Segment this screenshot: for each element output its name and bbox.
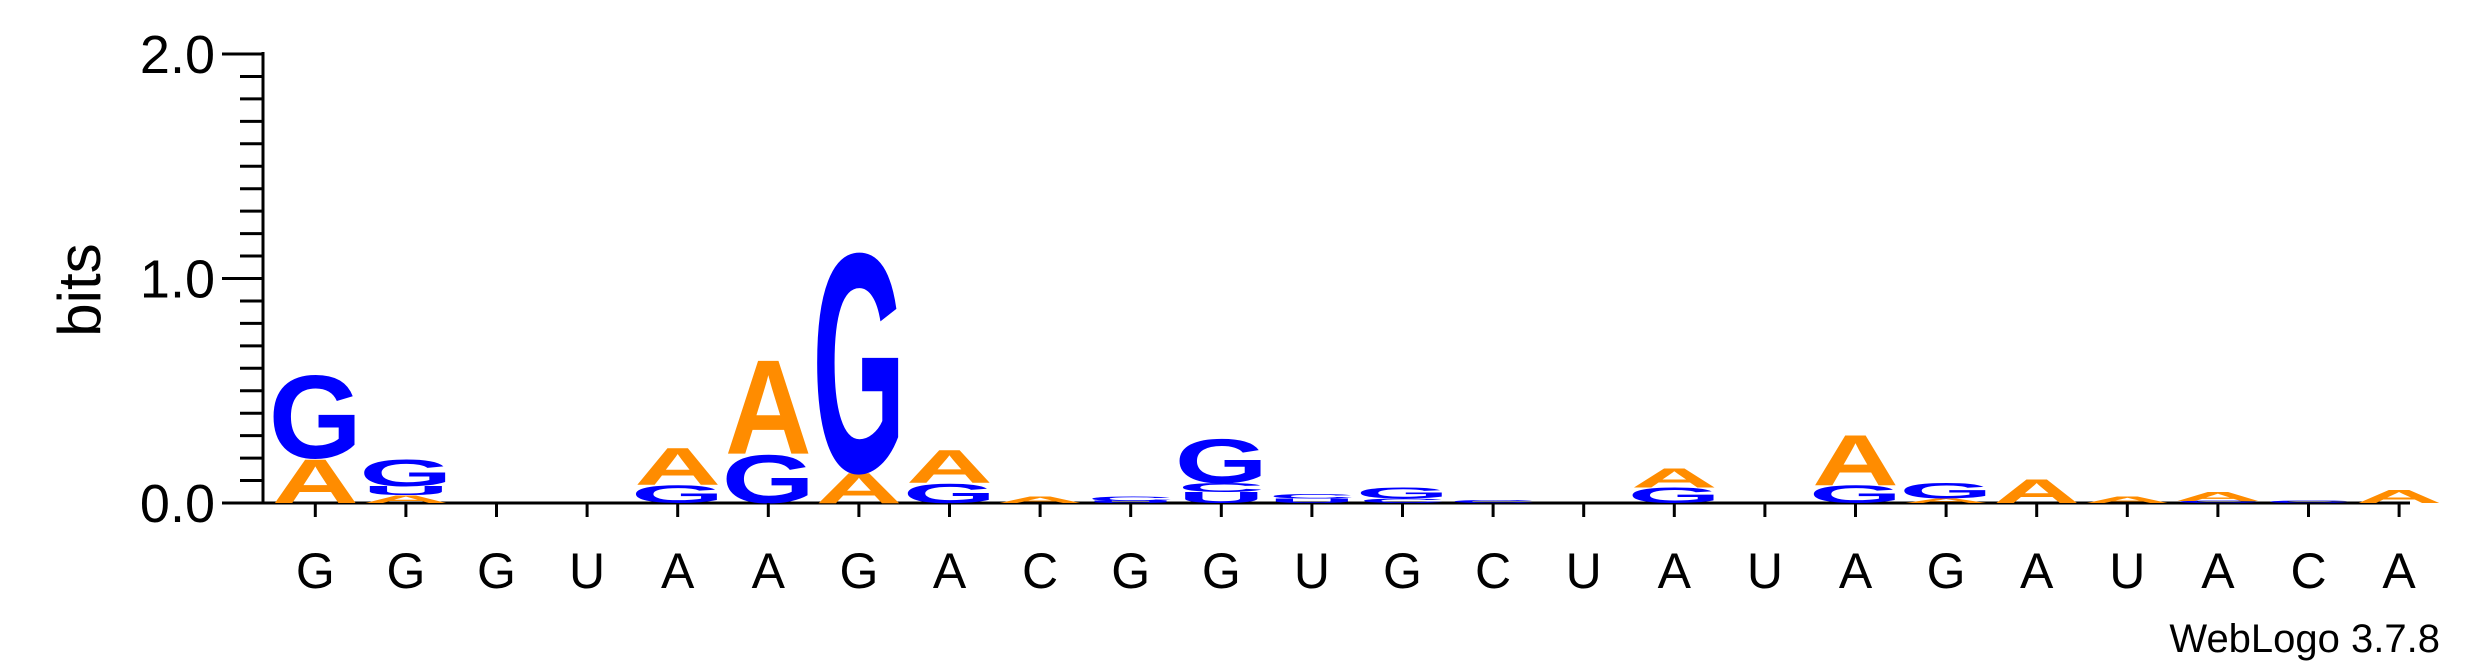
logo-glyph-u: U [363, 484, 450, 498]
logo-glyph-u: U [1087, 500, 1174, 504]
logo-glyph-c: C [1269, 493, 1356, 500]
logo-glyph-a: A [906, 441, 993, 493]
y-axis-ticks: 2.0 1.0 0.0 [140, 25, 263, 534]
position-label: A [2201, 543, 2235, 599]
logo-glyph-a: A [2356, 486, 2443, 507]
logo-glyph-c: C [2265, 500, 2352, 504]
logo-glyph-u: U [1269, 497, 1356, 504]
position-label: U [569, 543, 605, 599]
position-label: G [386, 543, 425, 599]
logo-glyph-g: G [1356, 485, 1449, 502]
position-label: U [1566, 543, 1602, 599]
position-label: A [661, 543, 695, 599]
position-label: G [296, 543, 335, 599]
logo-glyph-g: G [1899, 479, 1992, 503]
logo-glyph-a: A [2175, 490, 2262, 504]
position-label: G [839, 543, 878, 599]
logo-glyph-g: G [359, 452, 452, 494]
logo-glyph-c: C [2175, 500, 2262, 504]
position-label: G [477, 543, 516, 599]
logo-glyph-c: C [1450, 499, 1537, 504]
position-label: U [1294, 543, 1330, 599]
logo-glyph-a: A [1812, 419, 1899, 500]
position-label: A [752, 543, 786, 599]
logo-glyph-c: C [1087, 495, 1174, 502]
position-label: G [1111, 543, 1150, 599]
position-label: C [1475, 543, 1511, 599]
position-label: C [1022, 543, 1058, 599]
position-label: A [2020, 543, 2054, 599]
position-label: A [1658, 543, 1692, 599]
position-label: A [933, 543, 967, 599]
logo-glyph-a: A [997, 495, 1084, 505]
position-label: A [2382, 543, 2416, 599]
logo-glyph-c: C [1359, 497, 1446, 504]
y-tick-label: 2.0 [140, 25, 215, 85]
logo-glyph-a: A [363, 493, 450, 505]
position-label: U [1747, 543, 1783, 599]
y-axis-title: bits [46, 243, 113, 336]
logo-glyph-c: C [1178, 481, 1265, 495]
position-label: A [1839, 543, 1873, 599]
position-label: G [1927, 543, 1966, 599]
position-label: C [2290, 543, 2326, 599]
logo-glyph-g: G [269, 351, 362, 484]
y-tick-label: 1.0 [140, 250, 215, 310]
logo-glyph-a: A [2084, 495, 2171, 505]
position-label: U [2109, 543, 2145, 599]
logo-glyph-a: A [725, 332, 812, 483]
logo-glyph-a: A [1903, 497, 1990, 504]
position-label: G [1202, 543, 1241, 599]
position-label: G [1383, 543, 1422, 599]
logo-glyph-a: A [1631, 462, 1718, 493]
logo-glyph-u: U [1178, 489, 1265, 506]
logo-glyph-g: G [1175, 426, 1268, 496]
weblogo-credit: WebLogo 3.7.8 [2169, 617, 2440, 661]
logo-glyph-g: G [812, 189, 905, 539]
y-tick-label: 0.0 [140, 474, 215, 534]
logo-glyph-a: A [634, 437, 721, 497]
